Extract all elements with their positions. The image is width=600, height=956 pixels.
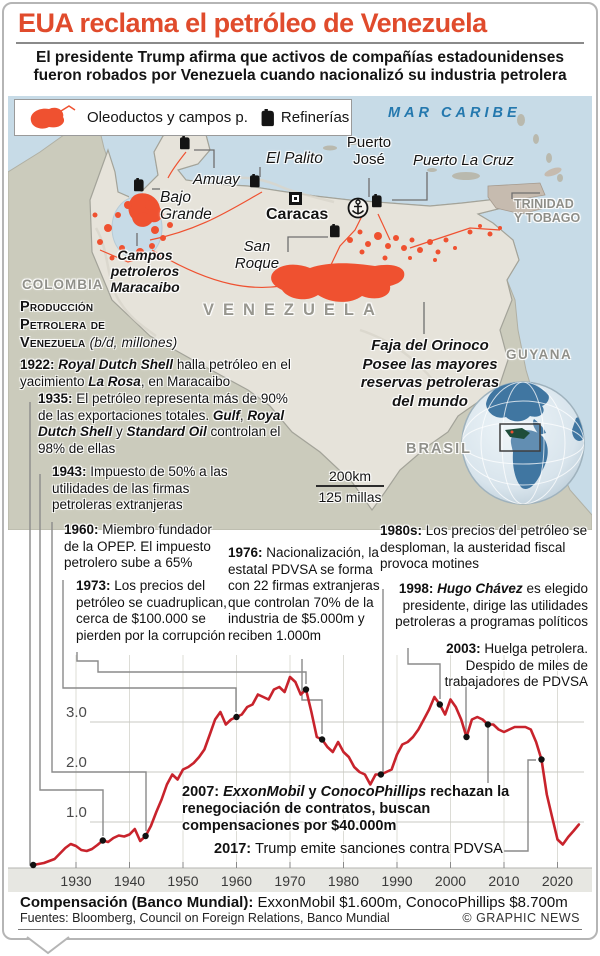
anchor-icon-puerto-jose <box>347 197 369 219</box>
event-dot-1935 <box>99 837 107 844</box>
map-scale-bar: 200km 125 millas <box>316 468 384 505</box>
title-divider <box>16 42 584 44</box>
globe-locator <box>461 381 585 505</box>
timeline-entry-2007: 2007: ExxonMobil y ConocoPhillips rechaz… <box>182 784 510 834</box>
y-tick-label: 2.0 <box>66 754 87 771</box>
timeline-entry-1935: 1935: El petróleo representa más de 90% … <box>38 391 288 456</box>
country-label-guyana: GUYANA <box>506 347 573 362</box>
timeline-entry-1976: 1976: Nacionalización, la estatal PDVSA … <box>228 545 380 643</box>
subtitle: El presidente Trump afirma que activos d… <box>33 49 567 84</box>
chart-heading: Producción Petrolera de Venezuela (b/d, … <box>20 298 177 352</box>
event-dot-1922 <box>30 861 37 869</box>
x-tick-label: 1950 <box>167 873 198 889</box>
chart-heading-line1: Producción <box>20 299 94 315</box>
globe-graticule <box>462 382 584 504</box>
production-line-series <box>31 675 581 867</box>
event-dot-1960 <box>233 713 240 721</box>
credit-line: © GRAPHIC NEWS <box>462 911 580 925</box>
x-axis-band <box>8 868 592 892</box>
scale-km-label: 200km <box>328 468 372 484</box>
capital-icon-caracas <box>289 192 302 205</box>
refinery-icon-puerto-la-cruz <box>372 194 382 208</box>
scale-line <box>316 485 384 487</box>
timeline-entry-1973: 1973: Los precios del petróleo se cuadru… <box>76 578 227 643</box>
footer-divider <box>18 929 582 930</box>
place-label-san-roque: San Roque <box>234 238 280 272</box>
place-label-amuay: Amuay <box>193 171 240 188</box>
trinidad-island <box>487 182 546 215</box>
speech-bubble-tail <box>26 936 70 955</box>
x-tick-label: 1980 <box>328 873 359 889</box>
refinery-legend-icon <box>261 108 274 126</box>
place-label-puerto-jose: Puerto José <box>346 134 392 168</box>
sea-label: MAR CARIBE <box>388 105 521 121</box>
y-tick-label: 1.0 <box>66 804 87 821</box>
pipelines-legend-label: Oleoductos y campos p. <box>87 109 248 126</box>
map-legend: Oleoductos y campos p. Refinerías <box>14 99 352 136</box>
country-label-venezuela: VENEZUELA <box>203 301 384 319</box>
refinery-icon-san-roque <box>330 224 340 238</box>
relief-shading <box>94 176 442 391</box>
timeline-entry-1998: 1998: Hugo Chávez es elegido presidente,… <box>395 581 588 629</box>
event-dot-2007 <box>484 721 492 728</box>
refinery-icon-el-palito <box>250 174 260 188</box>
place-label-el-palito: El Palito <box>266 150 323 167</box>
timeline-entry-2017: 2017: Trump emite sanciones contra PDVSA <box>214 841 503 857</box>
globe-highlight-box <box>499 423 541 452</box>
event-dot-2003 <box>463 733 470 741</box>
globe-south-america <box>510 430 548 489</box>
timeline-entry-1943: 1943: Impuesto de 50% a las utilidades d… <box>52 464 228 512</box>
x-tick-label: 2010 <box>488 873 519 889</box>
x-tick-label: 1930 <box>60 873 91 889</box>
compensation-note: Compensación (Banco Mundial): ExxonMobil… <box>20 894 568 911</box>
event-dot-1943 <box>142 832 149 840</box>
sources-line: Fuentes: Bloomberg, Council on Foreign R… <box>20 911 390 925</box>
timeline-entry-1960: 1960: Miembro fundador de la OPEP. El im… <box>64 522 212 570</box>
page-title: EUA reclama el petróleo de Venezuela <box>18 8 487 38</box>
event-dot-1976 <box>318 736 326 743</box>
x-axis-labels: 1930 1940 1950 1960 1970 1980 1990 2000 2010 2020 <box>60 873 573 889</box>
event-dot-2017 <box>538 756 545 763</box>
event-dot-1998 <box>436 701 443 708</box>
refinery-icon-amuay <box>180 136 190 150</box>
y-tick-label: 3.0 <box>66 704 87 721</box>
x-tick-label: 1970 <box>274 873 305 889</box>
scale-miles-label: 125 millas <box>318 489 382 505</box>
annotation-maracaibo-fields: Campos petroleros Maracaibo <box>110 247 180 295</box>
chart-unit-label: (b/d, millones) <box>89 335 178 350</box>
country-label-brasil: BRASIL <box>406 441 472 457</box>
chart-heading-line2: Petrolera de <box>20 317 105 333</box>
place-label-caracas: Caracas <box>266 206 329 223</box>
timeline-entry-2003: 2003: Huelga petrolera. Despido de miles… <box>444 641 588 689</box>
pipeline-field-icon <box>30 104 76 129</box>
x-axis-ticks <box>75 862 558 868</box>
x-tick-label: 1990 <box>381 873 412 889</box>
x-tick-label: 2000 <box>435 873 466 889</box>
event-dot-1973 <box>302 686 310 693</box>
tobago-island <box>544 167 562 177</box>
venezuela-map <box>8 96 592 530</box>
refinery-icon-bajo-grande <box>134 178 144 192</box>
faja-del-orinoco-field <box>271 263 405 302</box>
oil-fields <box>92 193 502 302</box>
timeline-entry-1922: 1922: Royal Dutch Shell halla petróleo e… <box>20 357 291 389</box>
x-tick-label: 1940 <box>114 873 145 889</box>
event-dot-1987 <box>377 771 385 778</box>
country-label-trinidad-tobago: TRINIDAD Y TOBAGO <box>514 197 581 225</box>
country-label-colombia: COLOMBIA <box>22 277 104 292</box>
timeline-entry-1980s: 1980s: Los precios del petróleo se despl… <box>380 523 588 571</box>
place-label-puerto-la-cruz: Puerto La Cruz <box>413 152 514 169</box>
x-tick-label: 2020 <box>542 873 573 889</box>
y-axis-labels: 1.0 2.0 3.0 <box>66 704 87 821</box>
chart-heading-line3: Venezuela (b/d, millones) <box>20 335 178 351</box>
map-connector-lines <box>136 149 540 334</box>
annotation-faja-del-orinoco: Faja del Orinoco Posee las mayores reser… <box>360 337 500 410</box>
place-label-bajo-grande: Bajo Grande <box>160 189 212 223</box>
x-tick-label: 1960 <box>221 873 252 889</box>
refineries-legend-label: Refinerías <box>280 109 350 126</box>
